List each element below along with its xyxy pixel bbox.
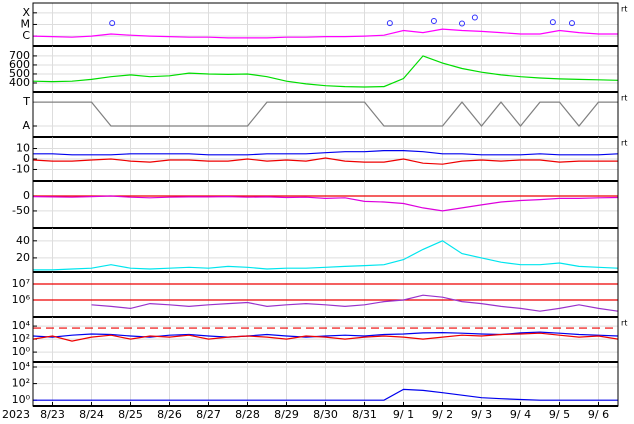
data-line xyxy=(33,157,618,165)
flare-marker xyxy=(549,19,556,26)
y-tick-label: 10⁰ xyxy=(12,393,31,406)
y-tick-label: X xyxy=(22,6,30,19)
side-label: rt xyxy=(621,94,627,103)
y-tick-label: M xyxy=(21,17,31,30)
y-tick-label: C xyxy=(22,29,30,42)
y-tick-label: 500 xyxy=(9,67,30,80)
flare-marker xyxy=(568,20,575,27)
side-label: rt xyxy=(621,139,627,148)
y-tick-label: 20 xyxy=(16,251,30,264)
flare-marker xyxy=(471,14,478,21)
side-label: rt xyxy=(621,5,627,14)
plot-area xyxy=(33,150,618,165)
y-tick-label: 10⁴ xyxy=(12,360,31,373)
x-tick-label: 9/ 5 xyxy=(549,408,570,421)
y-tick-label: 10⁰ xyxy=(12,345,31,358)
year-label: 2023 xyxy=(2,408,30,421)
plot-area xyxy=(33,101,618,127)
y-tick-label: 700 xyxy=(9,49,30,62)
y-tick-label: 10⁷ xyxy=(12,277,30,290)
x-tick-label: 9/ 4 xyxy=(510,408,531,421)
y-tick-label: 10 xyxy=(16,142,30,155)
y-tick-label: 10² xyxy=(12,377,30,390)
x-tick-label: 8/27 xyxy=(196,408,221,421)
x-tick-label: 9/ 1 xyxy=(393,408,414,421)
y-tick-label: 10⁴ xyxy=(12,319,31,332)
y-tick-label: 10² xyxy=(12,332,30,345)
flare-marker xyxy=(109,20,116,27)
plot-area xyxy=(33,240,618,271)
data-line xyxy=(33,332,618,342)
x-tick-label: 9/ 3 xyxy=(471,408,492,421)
plot-area xyxy=(33,14,618,39)
data-line xyxy=(33,55,618,88)
flare-marker xyxy=(386,20,393,27)
y-tick-label: 0 xyxy=(23,189,30,202)
y-tick-label: 0 xyxy=(23,152,30,165)
data-line xyxy=(33,240,618,271)
plot-area xyxy=(33,331,618,342)
data-line xyxy=(33,331,618,338)
y-tick-label: -10 xyxy=(12,162,30,175)
y-tick-label: 400 xyxy=(9,76,30,89)
y-tick-label: 600 xyxy=(9,58,30,71)
data-line xyxy=(91,294,618,312)
data-line xyxy=(33,101,618,127)
y-tick-label: A xyxy=(22,119,30,132)
plot-area xyxy=(33,195,618,212)
plot-area xyxy=(91,294,618,312)
y-tick-label: T xyxy=(22,95,30,108)
x-tick-label: 9/ 2 xyxy=(432,408,453,421)
plot-area xyxy=(33,55,618,88)
x-tick-label: 8/30 xyxy=(313,408,338,421)
y-tick-label: -50 xyxy=(12,204,30,217)
x-tick-label: 8/25 xyxy=(118,408,143,421)
x-tick-label: 8/24 xyxy=(79,408,104,421)
data-line xyxy=(33,195,618,212)
x-tick-label: 8/29 xyxy=(274,408,299,421)
x-tick-label: 8/31 xyxy=(352,408,377,421)
side-label: rt xyxy=(621,319,627,328)
data-line xyxy=(33,388,618,401)
plot-area xyxy=(33,388,618,401)
x-tick-label: 8/28 xyxy=(235,408,260,421)
flare-marker xyxy=(459,20,465,27)
data-line xyxy=(33,150,618,156)
y-tick-label: 40 xyxy=(16,234,30,247)
y-tick-label: 10⁶ xyxy=(12,293,31,306)
x-tick-label: 8/23 xyxy=(40,408,65,421)
x-tick-label: 9/ 6 xyxy=(588,408,609,421)
flare-marker xyxy=(430,17,437,24)
data-line xyxy=(33,28,618,39)
x-tick-label: 8/26 xyxy=(157,408,182,421)
